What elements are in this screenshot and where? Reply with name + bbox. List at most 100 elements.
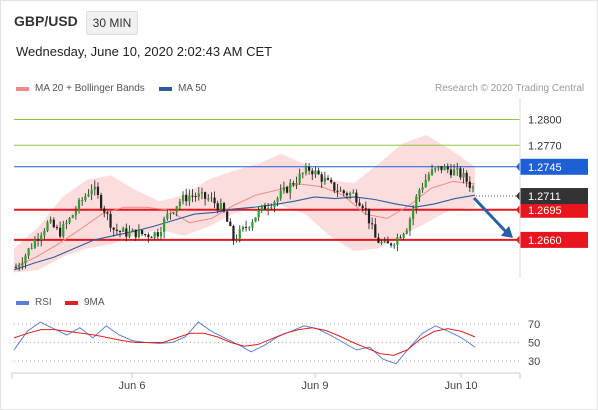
candle-body [465, 172, 468, 182]
candle-body [112, 227, 115, 230]
level-label-1.2660: 1.2660 [528, 235, 562, 247]
candle-body [172, 212, 175, 214]
candle-body [437, 166, 440, 169]
candle-body [87, 194, 90, 197]
candle-body [166, 213, 169, 219]
candle-body [361, 205, 364, 209]
candle-body [153, 232, 156, 238]
candle-body [229, 221, 232, 227]
timeframe-button[interactable]: 30 MIN [86, 11, 138, 35]
candle-body [140, 230, 144, 235]
candle-body [84, 196, 87, 201]
candle-body [336, 190, 339, 192]
candle-body [90, 189, 93, 195]
candle-body [137, 230, 141, 238]
rsi-9ma-line [13, 327, 476, 356]
candle-body [389, 243, 393, 246]
candle-body [311, 170, 314, 175]
candle-body [96, 186, 100, 195]
legend-rsi-label: RSI [35, 297, 52, 308]
candle-body [254, 217, 257, 222]
ma50-line [13, 194, 476, 271]
candle-body [178, 201, 181, 207]
candle-body [14, 267, 18, 269]
candle-body [282, 187, 285, 191]
candle-body [248, 227, 251, 229]
rsi-swatch [16, 300, 29, 305]
candle-body [219, 203, 222, 211]
candle-body [71, 215, 74, 218]
level-tag-1.2745 [520, 158, 588, 175]
candle-body [197, 193, 200, 197]
candle-body [367, 208, 371, 224]
forecast-arrow-head [501, 225, 513, 238]
candle-body [396, 237, 399, 245]
candle-body [393, 244, 396, 246]
legend-ma20: MA 20 + Bollinger Bands [16, 83, 145, 94]
candle-body [36, 239, 40, 241]
candle-body [27, 248, 30, 256]
legend-ma50: MA 50 [159, 83, 206, 94]
candle-body [188, 195, 191, 202]
level-tag-pointer-1.2745 [516, 161, 520, 172]
candle-body [352, 192, 355, 194]
candle-body [383, 241, 386, 243]
candle-body [207, 198, 210, 200]
candle-body [449, 169, 453, 176]
candle-body [468, 181, 471, 188]
level-label-1.2800: 1.2800 [528, 114, 562, 126]
candle-body [156, 232, 159, 237]
candle-body [191, 195, 194, 197]
candle-body [348, 193, 352, 196]
candle-body [118, 230, 122, 232]
candle-body [371, 223, 374, 225]
candle-body [345, 193, 349, 196]
timestamp: Wednesday, June 10, 2020 2:02:43 AM CET [16, 44, 273, 59]
rsi-line [13, 321, 476, 365]
candle-body [169, 213, 172, 215]
level-tag-1.2695 [520, 201, 588, 218]
legend-9ma-label: 9MA [84, 297, 105, 308]
candle-body [452, 169, 456, 176]
candle-body [427, 174, 430, 181]
candle-body [226, 211, 229, 222]
ma20-line [13, 180, 476, 268]
candle-body [456, 168, 459, 170]
candle-body [421, 187, 424, 190]
candle-body [415, 196, 418, 209]
candle-body [320, 174, 323, 182]
rsi-level-label-70: 70 [528, 319, 540, 331]
candle-body [68, 217, 71, 223]
candle-body [443, 166, 446, 171]
candle-body [244, 226, 248, 228]
candle-body [462, 172, 465, 178]
candle-body [204, 192, 207, 199]
candle-body [40, 235, 43, 240]
candle-body [317, 170, 320, 175]
instrument-title: GBP/USD [14, 13, 78, 29]
ma9-swatch [65, 300, 78, 305]
candle-body [222, 203, 226, 212]
last-price-tag [520, 188, 588, 205]
candle-body [200, 192, 204, 194]
ma50-swatch [159, 86, 172, 91]
candle-body [147, 234, 150, 238]
candle-body [150, 237, 153, 239]
candle-body [276, 198, 279, 202]
candle-body [295, 182, 298, 185]
candle-body [364, 208, 367, 210]
candle-body [355, 192, 358, 203]
candle-body [257, 210, 260, 218]
candle-body [440, 166, 443, 171]
candle-body [232, 226, 235, 241]
candle-body [125, 228, 128, 237]
candle-body [260, 205, 263, 211]
candle-body [77, 200, 81, 211]
candle-body [46, 222, 49, 231]
candle-body [216, 203, 219, 211]
candle-body [273, 201, 276, 208]
candle-body [402, 233, 405, 239]
candle-body [65, 222, 68, 225]
candle-body [238, 229, 241, 240]
forecast-arrow-line [472, 196, 509, 234]
